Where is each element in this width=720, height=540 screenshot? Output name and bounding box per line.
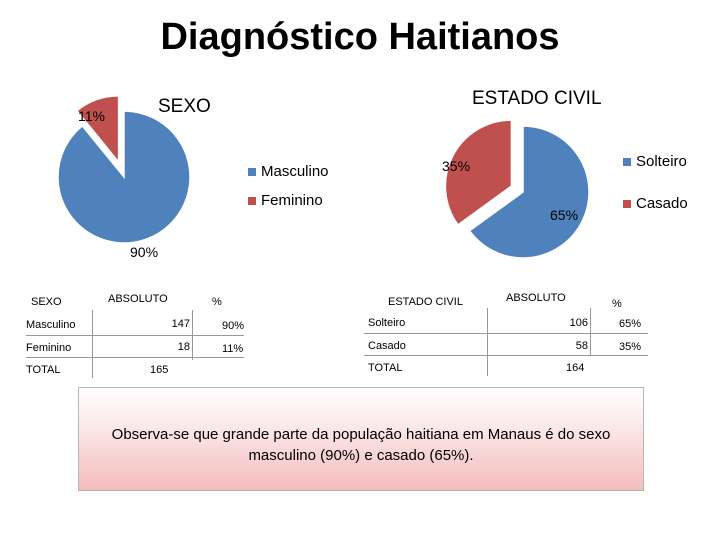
table-header: SEXO bbox=[31, 296, 62, 308]
table-estado-civil: ESTADO CIVIL ABSOLUTO % Solteiro 106 65%… bbox=[364, 292, 648, 376]
table-cell: Feminino bbox=[26, 342, 72, 354]
table-cell: 90% bbox=[222, 320, 245, 332]
pie-slice-feminino bbox=[75, 95, 120, 165]
legend-item-solteiro: Solteiro bbox=[623, 153, 687, 170]
table-cell: 164 bbox=[566, 362, 585, 374]
table-cell: Masculino bbox=[26, 319, 76, 331]
table-cell: Solteiro bbox=[368, 317, 406, 329]
table-cell: 65% bbox=[619, 318, 642, 330]
data-label-feminino: 11% bbox=[78, 108, 105, 124]
pie-slice-solteiro bbox=[468, 125, 590, 259]
data-label-solteiro: 65% bbox=[550, 207, 579, 223]
table-column-divider bbox=[590, 308, 591, 356]
legend-label-casado: Casado bbox=[636, 195, 688, 212]
table-cell: TOTAL bbox=[368, 362, 403, 374]
data-label-casado: 35% bbox=[442, 158, 471, 174]
table-cell: 165 bbox=[150, 364, 169, 376]
pie-slice-casado bbox=[444, 119, 513, 226]
legend-swatch-solteiro bbox=[623, 157, 631, 166]
observation-text: Observa-se que grande parte da população… bbox=[111, 426, 611, 464]
observation-note: Observa-se que grande parte da população… bbox=[78, 387, 644, 491]
table-cell: 58 bbox=[575, 340, 588, 352]
legend-item-feminino: Feminino bbox=[248, 192, 323, 209]
legend-item-masculino: Masculino bbox=[248, 163, 329, 180]
page-title: Diagnóstico Haitianos bbox=[160, 16, 560, 58]
table-cell: 11% bbox=[222, 343, 244, 355]
table-header: ESTADO CIVIL bbox=[388, 296, 463, 308]
table-cell: 18 bbox=[177, 341, 190, 353]
legend-label-masculino: Masculino bbox=[261, 163, 329, 180]
table-row-divider bbox=[364, 333, 648, 334]
table-cell: 35% bbox=[619, 341, 642, 353]
table-header: ABSOLUTO bbox=[108, 293, 168, 305]
table-cell: 106 bbox=[569, 317, 588, 329]
table-column-divider bbox=[487, 308, 488, 376]
table-cell: Casado bbox=[368, 340, 406, 352]
pie-chart-estado-civil bbox=[444, 119, 590, 259]
chart-title-sexo: SEXO bbox=[158, 96, 211, 117]
table-column-divider bbox=[92, 310, 93, 378]
legend-item-casado: Casado bbox=[623, 195, 688, 212]
table-sexo: SEXO ABSOLUTO % Masculino 147 90% Femini… bbox=[0, 0, 360, 390]
pie-slice-masculino bbox=[57, 110, 191, 244]
table-row-divider bbox=[364, 355, 648, 356]
chart-title-estado-civil: ESTADO CIVIL bbox=[472, 88, 602, 109]
table-header: % bbox=[212, 296, 222, 308]
legend-swatch-casado bbox=[623, 199, 631, 208]
table-cell: 147 bbox=[171, 318, 190, 330]
pie-chart-sexo bbox=[57, 95, 191, 244]
table-row-divider bbox=[26, 357, 244, 358]
legend-swatch-feminino bbox=[248, 196, 256, 205]
legend-label-solteiro: Solteiro bbox=[636, 153, 687, 170]
table-header: ABSOLUTO bbox=[506, 292, 566, 304]
legend-label-feminino: Feminino bbox=[261, 192, 323, 209]
table-column-divider bbox=[192, 310, 193, 360]
legend-swatch-masculino bbox=[248, 167, 256, 176]
data-label-masculino: 90% bbox=[130, 244, 159, 260]
table-row-divider bbox=[26, 335, 244, 336]
table-cell: TOTAL bbox=[26, 364, 61, 376]
table-header: % bbox=[612, 298, 622, 310]
